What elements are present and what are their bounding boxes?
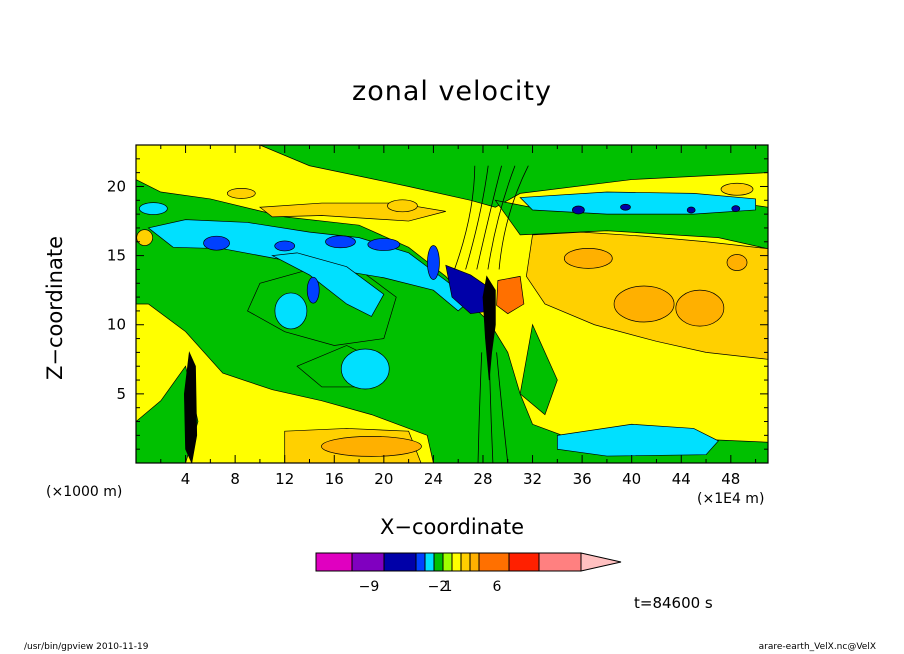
x-tick-label: 16 — [325, 470, 344, 488]
footer-left: /usr/bin/gpview 2010-11-19 — [24, 642, 149, 652]
plot-frame — [135, 144, 769, 464]
wave-line — [487, 165, 516, 270]
y-tick-label: 5 — [116, 385, 126, 403]
colorbar-tick-label: 1 — [444, 579, 453, 595]
blue-core — [325, 235, 356, 249]
orange-core — [387, 199, 418, 213]
orange-core — [321, 436, 422, 457]
x-scale-label: (×1E4 m) — [697, 491, 765, 507]
cyan-blob-mid — [340, 348, 390, 390]
y-tick-label: 15 — [107, 247, 126, 265]
colorbar-swatch — [442, 552, 453, 572]
blue-core — [686, 206, 696, 214]
green-band-center-right — [519, 323, 558, 416]
time-annotation: t=84600 s — [634, 594, 713, 612]
orange-core — [675, 289, 725, 327]
colorbar: −9 −21 6 — [315, 552, 622, 595]
blue-core — [572, 205, 585, 215]
blue-core — [203, 235, 230, 251]
x-axis-label: X−coordinate — [380, 515, 524, 539]
green-band-top — [136, 145, 768, 208]
x-tick-label: 8 — [230, 470, 240, 488]
green-band-lower-left — [136, 365, 199, 463]
colorbar-swatch — [351, 552, 385, 572]
wave-line — [477, 352, 483, 463]
contour-plot — [136, 145, 768, 463]
y-axis-label: Z−coordinate — [43, 236, 67, 380]
x-tick-label: 4 — [181, 470, 191, 488]
colorbar-swatch — [315, 552, 353, 572]
colorbar-tick-label: 6 — [493, 579, 502, 595]
blue-core — [427, 245, 440, 280]
orange-core — [613, 285, 675, 323]
x-unit-label: (×1000 m) — [46, 484, 123, 500]
x-tick-label: 40 — [622, 470, 641, 488]
colorbar-swatch — [433, 552, 444, 572]
colorbar-swatch — [383, 552, 417, 572]
colorbar-swatch — [508, 552, 540, 572]
orange-core-strong — [496, 275, 525, 315]
wave-line — [476, 165, 502, 270]
blue-core — [367, 238, 401, 251]
colorbar-swatch — [538, 552, 582, 572]
wave-line — [454, 165, 476, 270]
colorbar-arrow — [580, 552, 622, 572]
x-tick-label: 24 — [424, 470, 443, 488]
wave-line — [465, 165, 489, 270]
orange-core — [726, 254, 748, 271]
colorbar-tick-label: −2 — [428, 579, 449, 595]
x-axis: 4 8 12 16 20 24 28 32 36 40 44 48 — [160, 145, 757, 488]
cyan-blob-left — [274, 292, 308, 330]
footer-right: arare-earth_VelX.nc@VelX — [758, 642, 876, 652]
shear-line-center — [482, 275, 496, 381]
blue-core — [274, 240, 296, 252]
colorbar-tick-label: −9 — [359, 579, 380, 595]
x-tick-label: 28 — [473, 470, 492, 488]
wave-line — [488, 352, 494, 463]
colorbar-swatch — [460, 552, 471, 572]
orange-core — [136, 229, 154, 246]
colorbar-swatch — [451, 552, 462, 572]
chart-title: zonal velocity — [352, 76, 552, 107]
x-tick-label: 20 — [374, 470, 393, 488]
colorbar-swatch — [415, 552, 426, 572]
colorbar-swatch — [478, 552, 510, 572]
cyan-lower-right — [556, 423, 719, 457]
wave-line — [496, 352, 509, 463]
wave-line — [498, 165, 529, 270]
orange-core — [563, 248, 613, 269]
blue-core — [620, 203, 631, 211]
contour-regions — [136, 145, 768, 463]
colorbar-swatch — [424, 552, 435, 572]
orange-core — [720, 182, 754, 196]
orange-core — [226, 188, 256, 199]
x-tick-label: 12 — [275, 470, 294, 488]
x-tick-label: 32 — [523, 470, 542, 488]
x-tick-label: 48 — [721, 470, 740, 488]
y-axis: 5 10 15 20 — [107, 158, 768, 450]
x-tick-label: 36 — [573, 470, 592, 488]
blue-core — [731, 205, 741, 212]
cyan-left-edge — [138, 202, 168, 215]
x-tick-label: 44 — [672, 470, 691, 488]
shear-line-left — [183, 351, 198, 463]
blue-core — [306, 276, 320, 304]
y-tick-label: 10 — [107, 316, 126, 334]
y-tick-label: 20 — [107, 177, 126, 195]
colorbar-swatch — [469, 552, 480, 572]
